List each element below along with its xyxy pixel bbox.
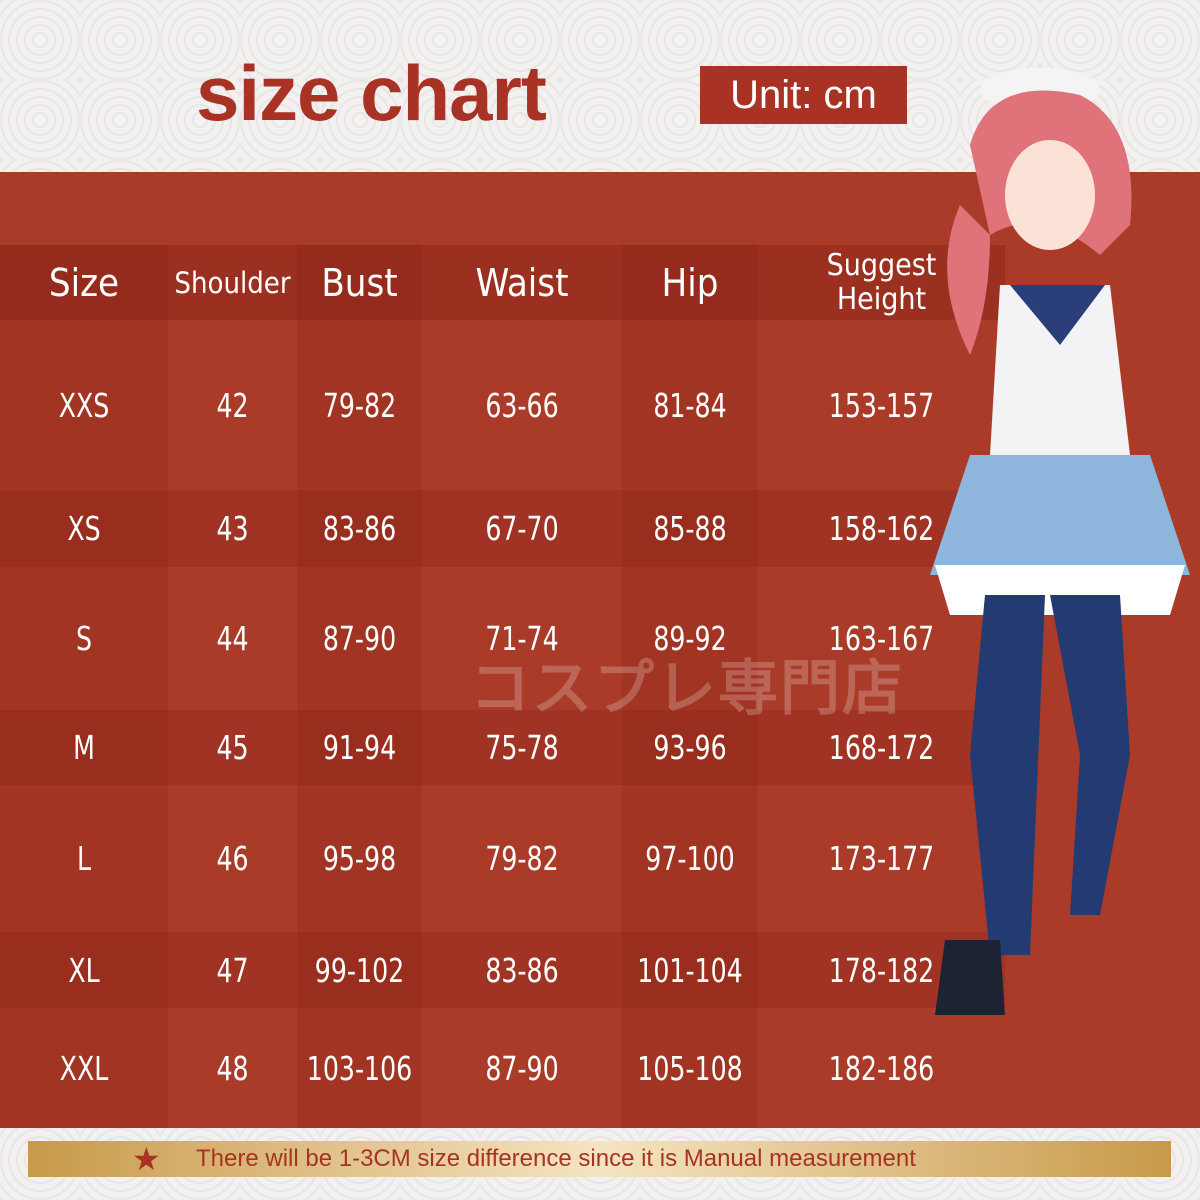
- table-cell: M: [73, 728, 95, 767]
- table-cell: XXS: [58, 385, 110, 425]
- table-cell: 43: [216, 509, 249, 548]
- table-cell: 63-66: [485, 385, 559, 425]
- header-row-shade: [0, 245, 1005, 320]
- row-shade: [0, 932, 1005, 1008]
- table-cell: 83-86: [485, 950, 559, 990]
- page-title: size chart: [196, 49, 547, 137]
- table-cell: 79-82: [485, 839, 559, 878]
- table-cell: 67-70: [485, 509, 559, 548]
- table-cell: 75-78: [485, 728, 559, 767]
- column-header: Hip: [661, 260, 719, 305]
- table-cell: 158-162: [828, 509, 935, 548]
- column-shade: [297, 245, 422, 1128]
- table-cell: 91-94: [322, 728, 397, 767]
- table-cell: 89-92: [653, 619, 727, 658]
- table-cell: L: [76, 839, 92, 878]
- table-cell: 81-84: [653, 385, 727, 425]
- table-cell: 47: [216, 950, 249, 990]
- column-header: Suggest Height: [826, 247, 937, 317]
- table-cell: 46: [216, 839, 249, 878]
- table-cell: 163-167: [828, 619, 935, 658]
- column-header: Size: [48, 260, 120, 305]
- column-header: Waist: [475, 260, 569, 305]
- table-cell: 173-177: [828, 839, 935, 878]
- column-header: Shoulder: [174, 265, 291, 300]
- character-illustration: [930, 68, 1190, 1015]
- footer-note-bar: ★ There will be 1-3CM size difference si…: [28, 1140, 1171, 1178]
- table-cell: XL: [68, 950, 100, 990]
- table-cell: 85-88: [653, 509, 727, 548]
- table-cell: 93-96: [653, 728, 727, 767]
- table-cell: 87-90: [322, 619, 397, 658]
- table-cell: 87-90: [485, 1048, 559, 1088]
- footer-note: There will be 1-3CM size difference sinc…: [196, 1145, 916, 1172]
- table-cell: 103-106: [306, 1048, 413, 1088]
- table-cell: 99-102: [314, 950, 405, 990]
- column-shade: [622, 245, 758, 1128]
- table-cell: 79-82: [322, 385, 397, 425]
- table-cell: 97-100: [645, 839, 735, 878]
- row-shade: [0, 490, 1005, 567]
- table-cell: XS: [67, 509, 101, 548]
- table-cell: 71-74: [485, 619, 559, 658]
- row-shade: [0, 710, 1005, 785]
- table-cell: 105-108: [637, 1048, 743, 1088]
- table-cell: 182-186: [828, 1048, 935, 1088]
- star-icon: ★: [132, 1140, 161, 1178]
- unit-badge: Unit: cm: [700, 66, 907, 124]
- watermark: コスプレ専門店: [470, 654, 904, 724]
- table-cell: 45: [216, 728, 249, 767]
- column-shade: [0, 245, 168, 1128]
- table-cell: 153-157: [828, 385, 935, 425]
- table-cell: 95-98: [322, 839, 397, 878]
- table-cell: XXL: [59, 1048, 109, 1088]
- table-cell: 48: [216, 1048, 249, 1088]
- table-cell: 44: [216, 619, 249, 658]
- column-header: Bust: [321, 260, 398, 305]
- table-cell: 178-182: [828, 950, 935, 990]
- table-cell: 101-104: [637, 950, 743, 990]
- table-cell: 42: [216, 385, 249, 425]
- table-cell: S: [75, 619, 93, 658]
- table-cell: 83-86: [322, 509, 397, 548]
- table-cell: 168-172: [828, 728, 935, 767]
